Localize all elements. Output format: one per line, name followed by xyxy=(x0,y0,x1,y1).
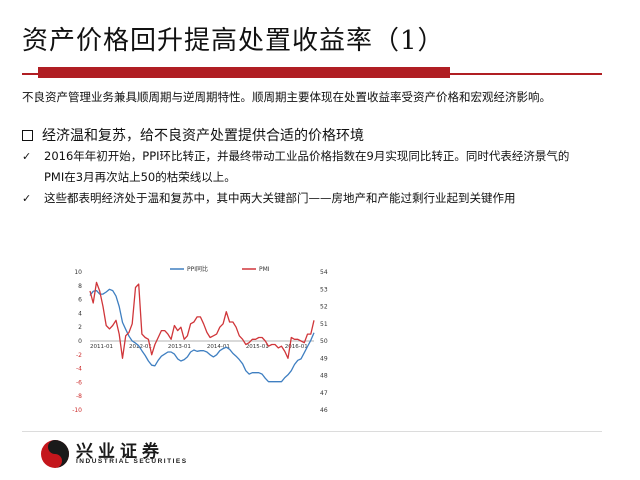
right-axis-tick-label: 47 xyxy=(320,390,328,397)
left-axis-tick-label: 2 xyxy=(78,324,82,331)
bullet-item: ✓ 这些都表明经济处于温和复苏中，其中两大关键部门——房地产和产能过剩行业起到关… xyxy=(22,188,582,209)
right-axis-tick-label: 48 xyxy=(320,373,328,380)
right-axis-tick-label: 46 xyxy=(320,407,328,414)
right-axis-tick-label: 54 xyxy=(320,269,328,276)
checkmark-icon: ✓ xyxy=(22,192,32,205)
left-axis-tick-label: 4 xyxy=(78,310,82,317)
bullet-item: ✓ 2016年年初开始，PPI环比转正，并最终带动工业品价格指数在9月实现同比转… xyxy=(22,146,582,188)
right-axis-tick-label: 50 xyxy=(320,338,328,345)
x-axis-tick-label: 2016-01 xyxy=(285,344,308,350)
slide-title: 资产价格回升提高处置收益率（1） xyxy=(22,26,445,56)
square-bullet-icon xyxy=(22,129,33,141)
left-axis-tick-label: -10 xyxy=(72,407,82,414)
section-heading-text: 经济温和复苏，给不良资产处置提供合适的价格环境 xyxy=(42,128,364,144)
x-axis-tick-label: 2014-01 xyxy=(207,344,230,350)
left-axis-tick-label: -6 xyxy=(76,379,82,386)
company-logo: 兴业证券 INDUSTRIAL SECURITIES xyxy=(40,437,190,471)
right-axis-tick-label: 53 xyxy=(320,286,328,293)
left-axis-tick-label: 0 xyxy=(78,338,82,345)
chart-svg: 10 8 6 4 2 0 -2 -4 -6 -8 -10 54 53 52 51 50 49 48 47 46 2011… xyxy=(72,265,328,414)
logo-chinese-text: 兴业证券 xyxy=(76,442,164,462)
right-axis-tick-label: 52 xyxy=(320,304,328,311)
x-axis-tick-label: 2011-01 xyxy=(90,344,113,350)
bullet-text: 这些都表明经济处于温和复苏中，其中两大关键部门——房地产和产能过剩行业起到关键作… xyxy=(44,191,516,205)
left-axis-tick-label: -4 xyxy=(76,366,82,373)
left-axis-tick-label: -8 xyxy=(76,393,82,400)
right-axis-tick-label: 51 xyxy=(320,321,328,328)
section-heading: 经济温和复苏，给不良资产处置提供合适的价格环境 xyxy=(22,126,364,144)
left-axis-tick-label: -2 xyxy=(76,352,82,359)
logo-english-text: INDUSTRIAL SECURITIES xyxy=(76,458,188,465)
title-accent-bar xyxy=(38,67,450,78)
logo-mark-icon xyxy=(41,440,69,468)
left-axis-tick-label: 6 xyxy=(78,297,82,304)
x-axis-tick-label: 2013-01 xyxy=(168,344,191,350)
ppi-pmi-chart: 10 8 6 4 2 0 -2 -4 -6 -8 -10 54 53 52 51 50 49 48 47 46 2011… xyxy=(62,258,342,418)
legend-label: PMI xyxy=(259,266,270,273)
checkmark-icon: ✓ xyxy=(22,150,32,163)
footer-divider xyxy=(22,431,602,432)
x-axis-tick-label: 2015-01 xyxy=(246,344,269,350)
series-line-pmi xyxy=(89,281,315,359)
series-line-ppi xyxy=(89,288,315,383)
intro-paragraph: 不良资产管理业务兼具顺周期与逆周期特性。顺周期主要体现在处置收益率受资产价格和宏… xyxy=(22,90,551,104)
left-axis-tick-label: 10 xyxy=(74,269,82,276)
legend-label: PPI同比 xyxy=(187,265,208,273)
bullet-text: 2016年年初开始，PPI环比转正，并最终带动工业品价格指数在9月实现同比转正。… xyxy=(44,149,570,184)
left-axis-tick-label: 8 xyxy=(78,283,82,290)
right-axis-tick-label: 49 xyxy=(320,355,328,362)
x-axis-tick-label: 2012-01 xyxy=(129,344,152,350)
